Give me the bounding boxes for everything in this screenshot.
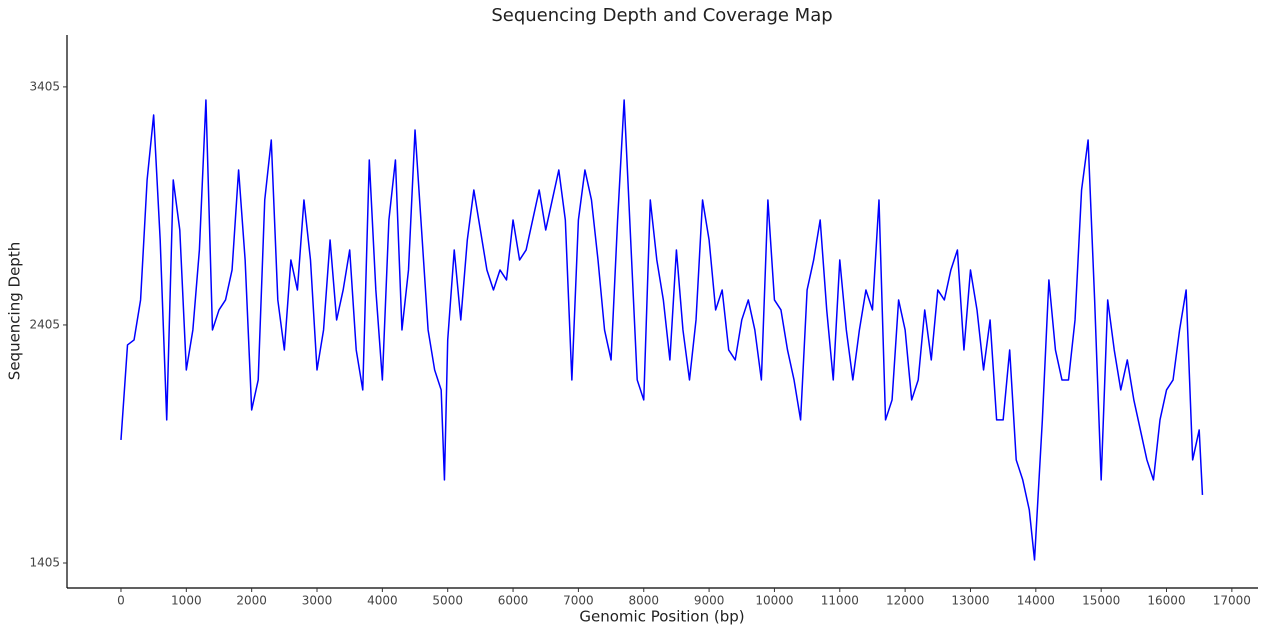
x-tick-label: 12000	[886, 594, 924, 608]
y-tick-label: 1405	[29, 556, 60, 570]
x-tick-label: 4000	[367, 594, 398, 608]
x-tick-label: 15000	[1082, 594, 1120, 608]
x-tick-label: 6000	[498, 594, 529, 608]
x-tick-label: 14000	[1017, 594, 1055, 608]
chart-title: Sequencing Depth and Coverage Map	[491, 5, 832, 26]
x-tick-label: 1000	[171, 594, 202, 608]
y-axis-label: Sequencing Depth	[6, 242, 24, 380]
x-tick-label: 3000	[302, 594, 333, 608]
x-tick-label: 8000	[628, 594, 659, 608]
x-axis-label: Genomic Position (bp)	[579, 608, 744, 626]
x-tick-label: 2000	[236, 594, 267, 608]
x-tick-label: 16000	[1147, 594, 1185, 608]
x-tick-label: 7000	[563, 594, 594, 608]
data-line	[120, 99, 1204, 561]
x-tick-label: 0	[117, 594, 125, 608]
x-tick-label: 11000	[821, 594, 859, 608]
y-tick-label: 3405	[29, 79, 60, 93]
x-tick-label: 17000	[1213, 594, 1251, 608]
x-tick-label: 10000	[755, 594, 793, 608]
x-tick-label: 5000	[432, 594, 463, 608]
x-tick-label: 13000	[951, 594, 989, 608]
y-tick-label: 2405	[29, 317, 60, 331]
x-tick-label: 9000	[694, 594, 725, 608]
